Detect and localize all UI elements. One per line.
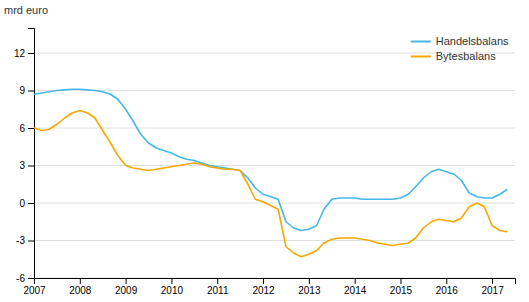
- x-tick: 2009: [115, 278, 138, 296]
- x-tick-label: 2013: [298, 285, 321, 296]
- x-tick-mark: [263, 278, 264, 284]
- x-axis: 2007 2008 2009 2010 2011 2012 2013 2014 2015 2016…: [23, 278, 515, 296]
- x-axis-line: [35, 279, 516, 285]
- y-tick-label: -3: [16, 235, 25, 246]
- legend-item: Handelsbalans: [411, 35, 509, 47]
- x-tick: 2015: [390, 278, 413, 296]
- y-axis-line: [28, 29, 35, 279]
- grid-line: [34, 165, 515, 166]
- y-tick: -3: [16, 235, 34, 246]
- x-tick-label: 2015: [390, 285, 413, 296]
- plot-area: [34, 89, 507, 257]
- x-tick-label: 2014: [344, 285, 367, 296]
- x-tick: 2017: [481, 278, 504, 296]
- x-tick: 2012: [252, 278, 275, 296]
- series-line: [34, 89, 507, 230]
- legend-swatch: [411, 56, 431, 58]
- y-tick-mark: [28, 166, 34, 167]
- x-tick-mark: [355, 278, 356, 284]
- x-tick-label: 2011: [207, 285, 229, 296]
- x-tick: 2007: [23, 278, 46, 296]
- x-tick: 2011: [207, 278, 229, 296]
- x-tick-label: 2017: [481, 285, 504, 296]
- x-tick-mark: [446, 278, 447, 284]
- y-tick: -6: [16, 273, 34, 284]
- x-tick: 2008: [69, 278, 92, 296]
- y-tick-mark: [28, 128, 34, 129]
- grid-line: [34, 203, 515, 204]
- x-tick-label: 2009: [115, 285, 138, 296]
- x-tick-label: 2012: [252, 285, 275, 296]
- x-tick-label: 2008: [69, 285, 92, 296]
- x-tick-mark: [400, 278, 401, 284]
- chart: 2007 2008 2009 2010 2011 2012 2013 2014 2015 2016…: [0, 0, 529, 302]
- x-tick-mark: [80, 278, 81, 284]
- grid-line: [34, 240, 515, 241]
- x-tick-mark: [217, 278, 218, 284]
- x-tick-label: 2007: [23, 285, 46, 296]
- x-tick: 2014: [344, 278, 367, 296]
- y-tick: 3: [19, 160, 34, 171]
- y-tick: 0: [19, 198, 34, 209]
- y-tick-label: -6: [16, 273, 25, 284]
- legend-label: Handelsbalans: [436, 35, 509, 47]
- legend: Handelsbalans Bytesbalans: [411, 35, 509, 62]
- x-tick-mark: [492, 278, 493, 284]
- y-axis: -6 -3 0 3 6 9 12: [14, 29, 35, 284]
- y-tick: 12: [14, 48, 34, 59]
- y-tick: 9: [19, 85, 34, 96]
- legend-item: Bytesbalans: [411, 50, 496, 62]
- x-tick-mark: [126, 278, 127, 284]
- y-tick-mark: [28, 278, 34, 279]
- y-axis-title: mrd euro: [4, 4, 48, 16]
- grid: [34, 53, 515, 278]
- x-tick-mark: [171, 278, 172, 284]
- y-tick: 6: [19, 123, 34, 134]
- x-tick-mark: [309, 278, 310, 284]
- y-tick-label: 0: [19, 198, 25, 209]
- y-tick-label: 6: [19, 123, 25, 134]
- x-tick: 2016: [436, 278, 459, 296]
- x-tick: 2013: [298, 278, 321, 296]
- x-tick-label: 2016: [436, 285, 459, 296]
- series-line: [34, 111, 507, 257]
- legend-swatch: [411, 41, 431, 43]
- grid-line: [34, 128, 515, 129]
- y-tick-mark: [28, 91, 34, 92]
- y-tick-mark: [28, 203, 34, 204]
- grid-line: [34, 90, 515, 91]
- y-tick-label: 3: [19, 160, 25, 171]
- x-tick-label: 2010: [161, 285, 184, 296]
- y-tick-label: 9: [19, 85, 25, 96]
- legend-label: Bytesbalans: [436, 50, 496, 62]
- y-tick-mark: [28, 53, 34, 54]
- x-tick: 2010: [161, 278, 184, 296]
- y-tick-label: 12: [14, 48, 26, 59]
- y-tick-mark: [28, 241, 34, 242]
